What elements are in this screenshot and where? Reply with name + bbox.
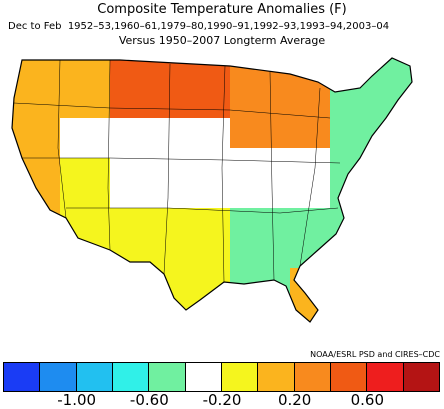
legend-tick-label: -1.00 [57,391,97,409]
map-title: Composite Temperature Anomalies (F) [97,2,347,17]
season-label: Dec to Feb [8,21,62,32]
region-florida [290,268,350,322]
region-central-plains [110,118,230,208]
region-south-central [230,208,290,318]
legend-swatch [111,362,150,392]
legend-tick-label: -0.20 [202,391,242,409]
legend-swatch [329,362,368,392]
legend-swatch [293,362,331,392]
region-northern-plains [110,58,230,118]
region-california [12,118,60,258]
legend-swatch [257,362,295,392]
us-outline [11,57,413,323]
region-ohio-valley [230,148,340,208]
state-borders [13,59,341,283]
legend-swatch [39,362,77,392]
legend-swatch [366,362,404,392]
legend-tick-label: 0.20 [277,391,312,409]
legend-tick-label: -0.60 [129,391,169,409]
season-years: Dec to Feb 1952–53,1960–61,1979–80,1990–… [8,21,389,32]
legend-swatch [220,362,259,392]
legend-swatch [75,362,113,392]
legend-swatch [402,362,440,392]
region-northwest [12,58,110,118]
years-label: 1952–53,1960–61,1979–80,1990–91,1992–93,… [67,21,390,32]
color-legend [3,362,440,392]
region-texas [110,208,230,322]
legend-swatch [148,362,186,392]
region-upper-midwest [230,58,330,148]
legend-swatch [3,362,41,392]
legend-swatch [184,362,222,392]
us-map [11,57,413,323]
legend-tick-label: 0.60 [350,391,385,409]
region-southeast [290,208,350,268]
region-northeast [330,58,412,208]
credit-label: NOAA/ESRL PSD and CIRES–CDC [310,350,440,359]
baseline-label: Versus 1950–2007 Longterm Average [118,34,326,47]
